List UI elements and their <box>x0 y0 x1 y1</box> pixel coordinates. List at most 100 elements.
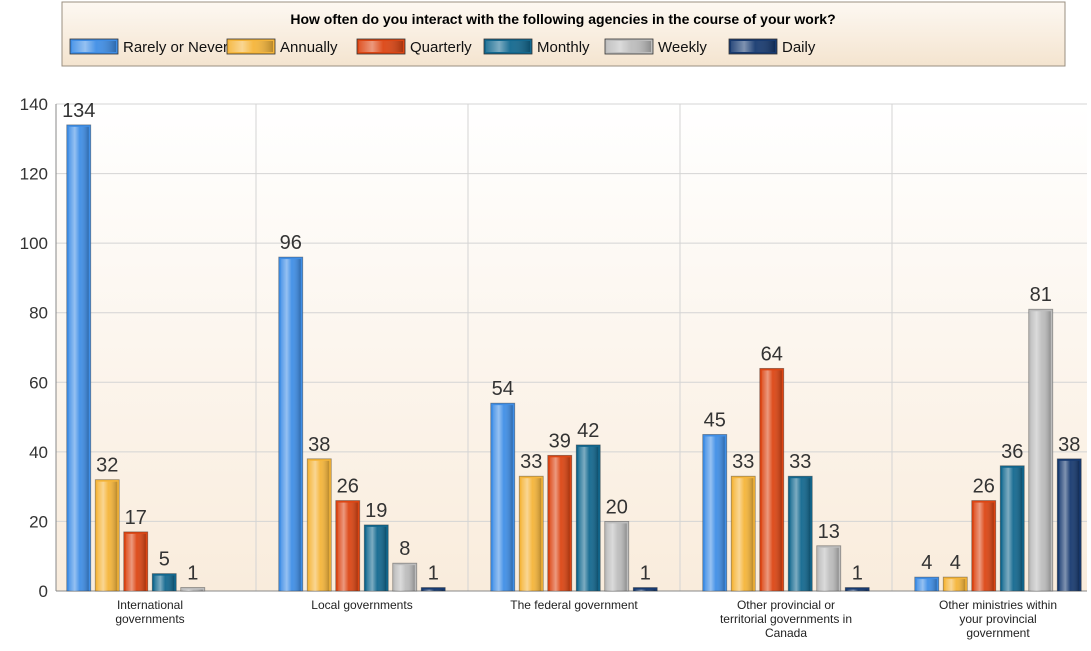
legend-label-daily: Daily <box>782 39 816 56</box>
bar-monthly-0 <box>151 573 177 592</box>
bar-shine <box>309 460 330 591</box>
bar-rarely-or-never-4 <box>914 576 940 592</box>
bar-daily-4 <box>1056 458 1082 592</box>
bar-shine <box>394 565 415 591</box>
x-tick-label-1: Local governments <box>311 598 412 612</box>
data-label-daily-3: 1 <box>852 563 863 585</box>
bar-shine <box>337 502 358 591</box>
data-label-annually-2: 33 <box>520 451 542 473</box>
bar-shine <box>1002 467 1023 591</box>
bar-shine <box>1059 460 1080 591</box>
bar-annually-1 <box>306 458 332 592</box>
legend-swatch-shine <box>731 41 775 52</box>
data-label-annually-4: 4 <box>950 552 961 574</box>
bar-shine <box>733 478 754 591</box>
bar-shine <box>280 259 301 591</box>
data-label-monthly-0: 5 <box>159 549 170 571</box>
bar-weekly-1 <box>392 562 418 592</box>
bar-shine <box>790 478 811 591</box>
data-label-monthly-1: 19 <box>365 500 387 522</box>
bar-annually-2 <box>518 475 544 592</box>
bar-daily-2 <box>632 587 658 592</box>
bar-quarterly-2 <box>547 454 573 592</box>
bar-monthly-3 <box>787 475 813 592</box>
bar-shine <box>366 526 387 591</box>
data-label-weekly-3: 13 <box>818 521 840 543</box>
bar-quarterly-0 <box>123 531 149 592</box>
y-tick-label-60: 60 <box>29 373 48 392</box>
data-label-annually-0: 32 <box>96 455 118 477</box>
data-label-quarterly-2: 39 <box>549 430 571 452</box>
y-tick-label-0: 0 <box>39 582 48 601</box>
bar-monthly-1 <box>363 524 389 592</box>
bar-shine <box>916 579 937 591</box>
bar-shine <box>704 436 725 591</box>
bar-daily-1 <box>420 587 446 592</box>
data-label-quarterly-1: 26 <box>337 476 359 498</box>
y-tick-label-80: 80 <box>29 304 48 323</box>
bar-weekly-2 <box>604 521 630 592</box>
bar-daily-3 <box>844 587 870 592</box>
chart-title: How often do you interact with the follo… <box>290 11 835 27</box>
bar-shine <box>578 446 599 591</box>
data-label-annually-3: 33 <box>732 451 754 473</box>
legend-swatch-shine <box>229 41 273 52</box>
legend-label-weekly: Weekly <box>658 39 707 56</box>
legend-item-rarely-or-never: Rarely or Never <box>69 38 228 56</box>
data-label-rarely-or-never-2: 54 <box>492 378 514 400</box>
x-axis: International governments Local government… <box>115 598 1057 640</box>
bar-shine <box>606 523 627 591</box>
bar-quarterly-4 <box>971 500 997 592</box>
bar-shine <box>154 575 175 591</box>
bar-shine <box>945 579 966 591</box>
bar-annually-0 <box>94 479 120 592</box>
data-label-daily-4: 38 <box>1058 434 1080 456</box>
bar-rarely-or-never-0 <box>66 124 92 592</box>
bar-rarely-or-never-2 <box>490 402 516 592</box>
bar-quarterly-3 <box>759 367 785 592</box>
data-label-monthly-3: 33 <box>789 451 811 473</box>
y-tick-label-100: 100 <box>20 234 48 253</box>
data-label-weekly-2: 20 <box>606 496 628 518</box>
legend-swatch-shine <box>359 41 403 52</box>
data-label-daily-1: 1 <box>428 563 439 585</box>
data-label-monthly-2: 42 <box>577 420 599 442</box>
bar-shine <box>973 502 994 591</box>
data-label-rarely-or-never-3: 45 <box>704 409 726 431</box>
legend-label-monthly: Monthly <box>537 39 590 56</box>
bar-shine <box>549 457 570 591</box>
bar-annually-4 <box>942 576 968 592</box>
data-label-daily-2: 1 <box>640 563 651 585</box>
data-label-monthly-4: 36 <box>1001 441 1023 463</box>
data-label-rarely-or-never-0: 134 <box>62 100 95 122</box>
bar-weekly-4 <box>1028 308 1054 592</box>
data-label-quarterly-0: 17 <box>125 507 147 529</box>
data-label-quarterly-4: 26 <box>973 476 995 498</box>
legend-label-annually: Annually <box>280 39 338 56</box>
bar-shine <box>492 405 513 591</box>
legend-swatch-shine <box>607 41 651 52</box>
legend-item-annually: Annually <box>226 38 338 56</box>
bar-monthly-2 <box>575 444 601 592</box>
bar-shine <box>847 589 868 591</box>
bar-monthly-4 <box>999 465 1025 592</box>
legend-box <box>61 1 1066 67</box>
bar-shine <box>761 370 782 591</box>
bar-rarely-or-never-3 <box>702 434 728 592</box>
x-tick-label-4: Other ministries within your provincial go… <box>939 598 1057 640</box>
data-label-annually-1: 38 <box>308 434 330 456</box>
bar-shine <box>125 533 146 591</box>
data-label-rarely-or-never-1: 96 <box>280 232 302 254</box>
legend-item-daily: Daily <box>728 38 816 56</box>
y-tick-label-40: 40 <box>29 443 48 462</box>
legend-item-weekly: Weekly <box>604 38 707 56</box>
bar-shine <box>818 547 839 591</box>
legend-items: Rarely or Never Annually Quarterly Monthly W… <box>69 38 816 56</box>
bar-shine <box>182 589 203 591</box>
bar-rarely-or-never-1 <box>278 256 304 592</box>
bar-shine <box>635 589 656 591</box>
bar-shine <box>521 478 542 591</box>
data-label-weekly-1: 8 <box>399 538 410 560</box>
